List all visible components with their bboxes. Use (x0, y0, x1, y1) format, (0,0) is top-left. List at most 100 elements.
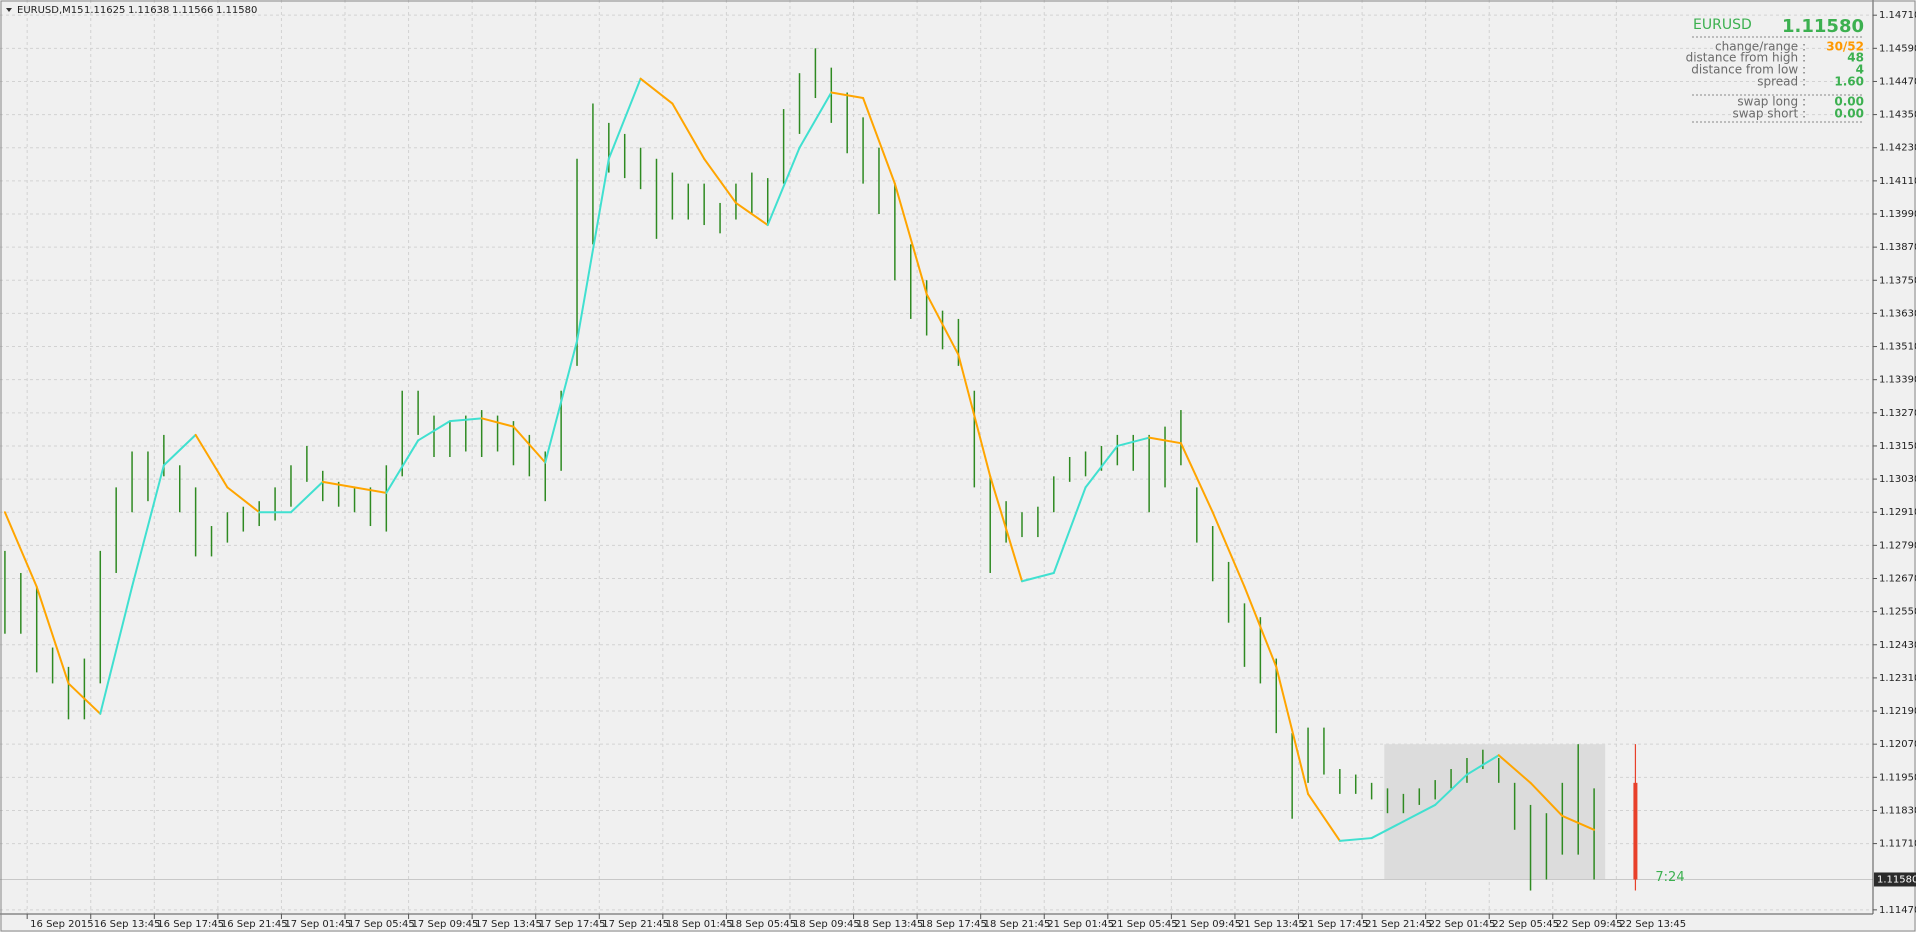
y-tick-label: 1.14590 (1879, 43, 1916, 54)
moving-average (1338, 837, 1373, 842)
x-tick-label: 22 Sep 09:45 (1556, 919, 1623, 930)
moving-average (1052, 486, 1087, 574)
x-tick-label: 16 Sep 13:45 (94, 919, 161, 930)
y-tick-label: 1.13270 (1879, 408, 1916, 419)
y-tick-label: 1.12550 (1879, 607, 1916, 618)
range-box (1384, 744, 1606, 880)
moving-average (703, 157, 737, 204)
moving-average (766, 146, 801, 227)
x-tick-label: 16 Sep 17:45 (157, 919, 224, 930)
info-symbol: EURUSD (1693, 17, 1752, 33)
moving-average (957, 353, 992, 478)
moving-average (162, 433, 197, 467)
x-tick-label: 21 Sep 09:45 (1174, 919, 1241, 930)
moving-average (1179, 442, 1214, 514)
moving-average (3, 511, 38, 588)
y-tick-label: 1.13990 (1879, 209, 1916, 220)
x-tick-label: 21 Sep 17:45 (1302, 919, 1369, 930)
moving-average (734, 201, 769, 227)
moving-average (480, 417, 515, 428)
info-value: 4 (1856, 63, 1864, 77)
moving-average (1211, 511, 1246, 588)
moving-average (1370, 820, 1405, 840)
info-value: 0.00 (1834, 95, 1864, 109)
y-tick-label: 1.11470 (1879, 905, 1916, 916)
moving-average (544, 340, 579, 464)
moving-average (1465, 754, 1500, 776)
x-tick-label: 21 Sep 21:45 (1365, 919, 1432, 930)
moving-average (607, 77, 642, 160)
x-tick-label: 16 Sep 21:45 (221, 919, 288, 930)
header-price: 1.11566 (172, 5, 213, 16)
current-price-box (1874, 872, 1916, 887)
moving-average (862, 97, 896, 185)
moving-average (798, 91, 833, 149)
x-tick-label: 17 Sep 01:45 (284, 919, 351, 930)
x-tick-label: 22 Sep 01:45 (1429, 919, 1496, 930)
x-tick-label: 17 Sep 09:45 (412, 919, 479, 930)
x-tick-label: 18 Sep 17:45 (920, 919, 987, 930)
y-tick-label: 1.12790 (1879, 540, 1916, 551)
axes: 1.14710 1.14590 1.14470 1.14350 1.14230 1.141… (26, 10, 1916, 930)
info-label: swap long : (1737, 95, 1806, 109)
moving-average (448, 417, 483, 423)
y-tick-label: 1.13390 (1879, 375, 1916, 386)
moving-average (1020, 571, 1055, 583)
moving-average (1529, 781, 1564, 817)
x-tick-label: 17 Sep 05:45 (348, 919, 415, 930)
x-tick-label: 18 Sep 21:45 (984, 919, 1051, 930)
plot: 7:24 (0, 48, 1873, 891)
current-price-label: 1.11580 (1877, 874, 1916, 885)
info-value: 48 (1847, 51, 1864, 65)
moving-average (1434, 773, 1468, 806)
moving-average (226, 486, 261, 514)
x-tick-label: 18 Sep 09:45 (793, 919, 860, 930)
x-tick-label: 18 Sep 13:45 (857, 919, 924, 930)
info-panel: EURUSD 1.11580 change/range : 30/52 distan… (1686, 16, 1864, 123)
x-tick-label: 22 Sep 13:45 (1619, 919, 1686, 930)
moving-average (385, 439, 420, 494)
x-tick-label: 17 Sep 21:45 (602, 919, 669, 930)
y-tick-label: 1.13870 (1879, 242, 1916, 253)
moving-average (639, 77, 674, 105)
y-tick-label: 1.14470 (1879, 76, 1916, 87)
y-tick-label: 1.11710 (1879, 839, 1916, 850)
moving-average (830, 91, 865, 100)
info-label: distance from high : (1686, 51, 1806, 65)
moving-average (289, 480, 324, 514)
x-tick-label: 17 Sep 17:45 (539, 919, 606, 930)
menu-icon[interactable] (6, 8, 12, 12)
y-tick-label: 1.14710 (1879, 10, 1916, 21)
y-tick-label: 1.12310 (1879, 673, 1916, 684)
moving-average (1243, 585, 1278, 668)
bar-timer: 7:24 (1655, 870, 1684, 885)
moving-average (194, 433, 229, 489)
x-tick-label: 16 Sep 2015 (30, 919, 93, 930)
moving-average (576, 157, 610, 343)
moving-average (131, 464, 165, 588)
moving-average (989, 475, 1023, 583)
y-tick-label: 1.13750 (1879, 275, 1916, 286)
x-tick-label: 18 Sep 01:45 (666, 919, 733, 930)
header-price: 1.11625 (84, 5, 125, 16)
y-tick-label: 1.12070 (1879, 739, 1916, 750)
y-tick-label: 1.14230 (1879, 143, 1916, 154)
info-label: swap short : (1732, 107, 1806, 121)
moving-average (512, 425, 547, 464)
x-tick-label: 21 Sep 13:45 (1238, 919, 1305, 930)
moving-average (1084, 444, 1119, 489)
info-value: 1.60 (1834, 75, 1864, 89)
y-tick-label: 1.13630 (1879, 308, 1916, 319)
moving-average (353, 486, 388, 494)
x-tick-label: 21 Sep 01:45 (1047, 919, 1114, 930)
info-value: 0.00 (1834, 107, 1864, 121)
info-label: change/range : (1715, 40, 1806, 54)
info-label: spread : (1757, 75, 1806, 89)
y-tick-label: 1.12670 (1879, 573, 1916, 584)
y-tick-label: 1.12430 (1879, 640, 1916, 651)
info-value: 30/52 (1826, 40, 1864, 54)
moving-average (893, 182, 928, 296)
